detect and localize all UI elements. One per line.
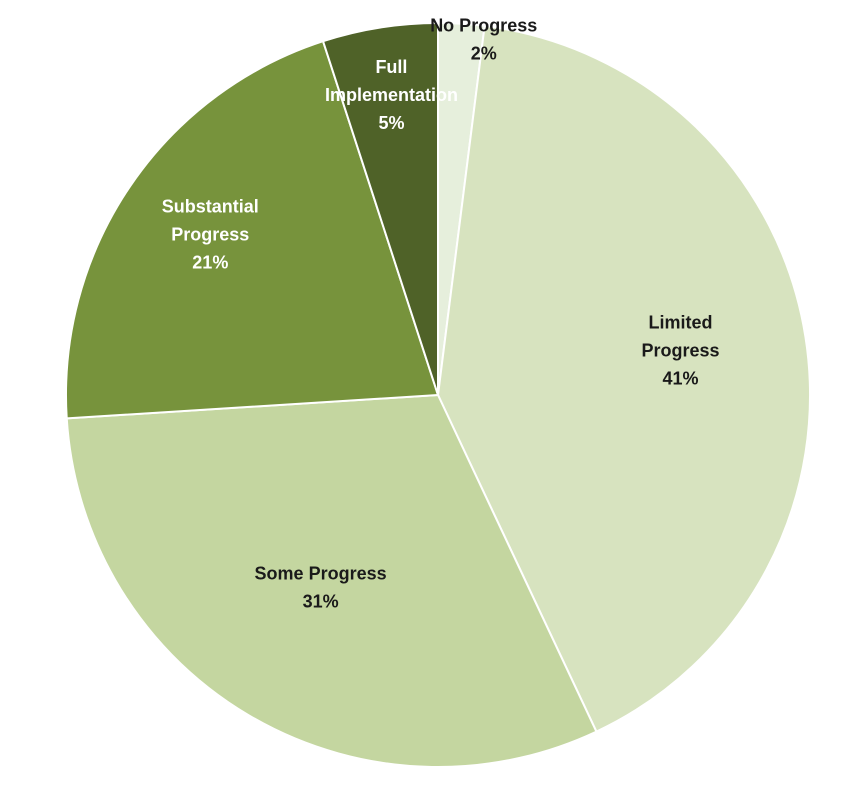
pie-label-text: Some Progress bbox=[255, 564, 387, 584]
pie-label-value: 31% bbox=[303, 592, 339, 612]
labels-layer: No Progress 2% Limited Progress 41% Some Prog… bbox=[162, 16, 720, 612]
pie-label-text: Full bbox=[375, 57, 407, 77]
pie-label-text: No Progress bbox=[430, 16, 537, 36]
pie-label-text: Limited bbox=[648, 313, 712, 333]
pie-slice-some-progress bbox=[65, 394, 598, 768]
pie-slice-limited-progress bbox=[437, 24, 811, 733]
pie-label-some-progress: Some Progress 31% bbox=[255, 564, 387, 612]
pie-label-text: Progress bbox=[171, 224, 249, 244]
pie-label-value: 5% bbox=[378, 113, 404, 133]
pie-label-value: 2% bbox=[471, 44, 497, 64]
pie-label-no-progress: No Progress 2% bbox=[430, 16, 537, 64]
slices-layer bbox=[65, 22, 811, 768]
pie-slice-substantial-progress bbox=[65, 40, 439, 420]
pie-slice-full-implementation bbox=[322, 22, 439, 396]
pie-label-value: 41% bbox=[662, 369, 698, 389]
pie-label-full-implementation: Full Implementation 5% bbox=[325, 57, 458, 133]
pie-label-substantial-progress: Substantial Progress 21% bbox=[162, 196, 259, 272]
pie-label-text: Substantial bbox=[162, 196, 259, 216]
pie-label-text: Implementation bbox=[325, 85, 458, 105]
pie-label-text: Progress bbox=[641, 341, 719, 361]
pie-label-limited-progress: Limited Progress 41% bbox=[641, 313, 719, 389]
pie-label-value: 21% bbox=[192, 252, 228, 272]
